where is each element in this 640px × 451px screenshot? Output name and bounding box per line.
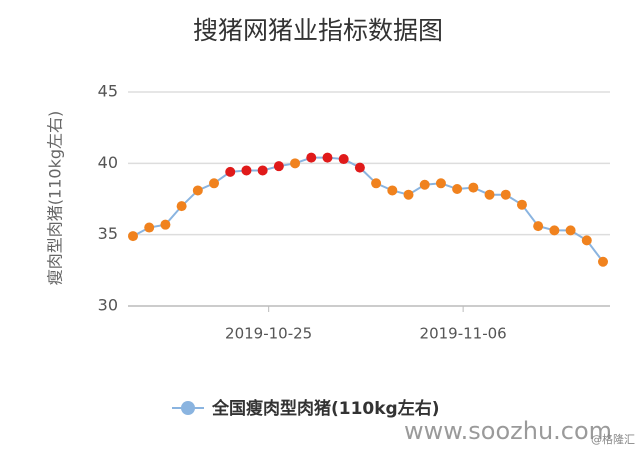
- data-point: [549, 225, 560, 236]
- data-point: [338, 154, 349, 165]
- y-tick-label: 45: [98, 82, 118, 101]
- data-point: [484, 189, 495, 200]
- data-point: [371, 178, 382, 189]
- series-line: [132, 156, 604, 263]
- x-tick-label: 2019-11-06: [420, 325, 507, 343]
- data-point: [533, 221, 544, 232]
- data-point: [468, 182, 479, 193]
- data-point: [354, 162, 365, 173]
- data-point: [500, 189, 511, 200]
- data-point: [192, 185, 203, 196]
- y-axis-label: 瘦肉型肉猪(110kg左右): [46, 111, 65, 285]
- y-tick-label: 30: [98, 296, 118, 315]
- data-point: [290, 158, 301, 169]
- data-point: [565, 225, 576, 236]
- data-point: [273, 161, 284, 172]
- data-point: [257, 165, 268, 176]
- data-point: [128, 231, 138, 242]
- data-point: [403, 189, 414, 200]
- data-point: [598, 256, 608, 267]
- y-tick-label: 40: [98, 153, 118, 172]
- data-point: [241, 165, 252, 176]
- data-point: [516, 199, 527, 210]
- legend-marker: [181, 401, 195, 415]
- source: @格隆汇: [591, 432, 635, 446]
- x-tick-label: 2019-10-25: [225, 325, 312, 343]
- data-point: [581, 235, 592, 246]
- data-point: [435, 178, 446, 189]
- data-point: [209, 178, 220, 189]
- data-point: [144, 222, 155, 233]
- data-point: [452, 184, 463, 195]
- data-point: [225, 166, 236, 177]
- legend-label: 全国瘦肉型肉猪(110kg左右): [211, 398, 440, 419]
- data-point: [160, 219, 171, 230]
- data-point: [387, 185, 398, 196]
- data-point: [176, 201, 187, 212]
- data-point: [306, 152, 317, 163]
- data-point: [322, 152, 333, 163]
- watermark: www.soozhu.com: [404, 417, 612, 445]
- chart-title: 搜猪网猪业指标数据图: [193, 16, 443, 45]
- data-point: [419, 179, 430, 190]
- y-tick-label: 35: [98, 224, 118, 243]
